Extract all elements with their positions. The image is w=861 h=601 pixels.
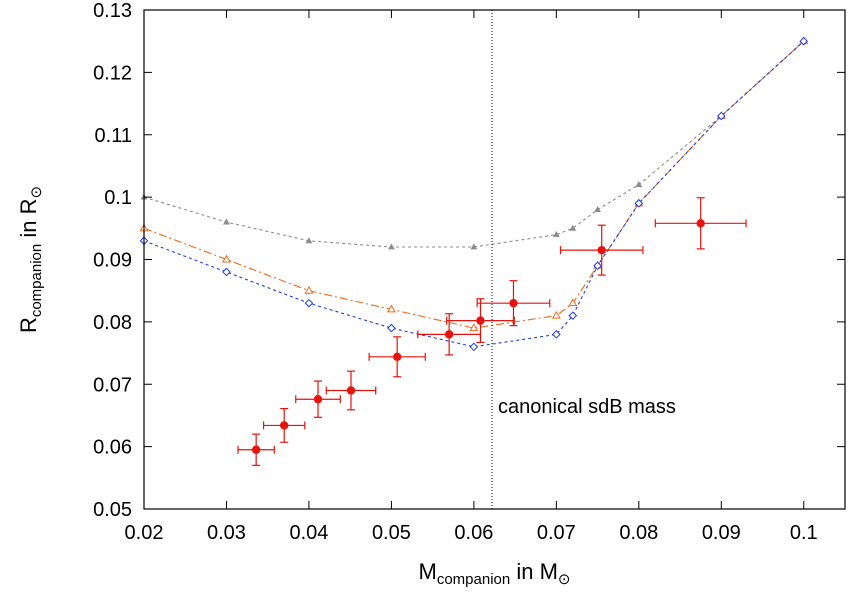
series-0-point [635, 181, 643, 188]
measurement-point [280, 421, 289, 430]
y-axis-label: Rcompanion in R⊙ [16, 186, 45, 333]
x-tick-label: 0.03 [207, 522, 246, 544]
axes-layer [143, 9, 846, 510]
y-tick-label: 0.11 [95, 125, 132, 147]
series-1 [139, 36, 809, 332]
x-axis-label: Mcompanion in M⊙ [419, 559, 571, 588]
measurement-point [597, 245, 606, 255]
measurement-point [696, 219, 705, 228]
series-1-point [304, 285, 314, 294]
series-2-point [634, 199, 644, 208]
x-tick-label: 0.1 [790, 522, 818, 544]
x-axis-label-main: M [419, 559, 437, 584]
y-tick-label: 0.07 [93, 374, 132, 396]
series-2-line [143, 40, 805, 348]
y-tick-label: 0.05 [93, 499, 132, 521]
x-tick-label: 0.02 [125, 522, 164, 544]
series-0-point [223, 218, 230, 225]
x-tick-label: 0.06 [454, 522, 493, 544]
series-1-point [386, 304, 396, 313]
x-tick-label: 0.08 [619, 522, 658, 544]
y-tick-label: 0.1 [104, 187, 132, 209]
measurement-point [444, 330, 454, 339]
annotation-canonical-sdb-mass: canonical sdB mass [498, 396, 676, 418]
measurement-point [251, 445, 261, 454]
series-2-point [716, 111, 726, 121]
series-1-point [222, 254, 231, 263]
series-2-point [552, 330, 561, 339]
series-0-point [305, 237, 313, 244]
x-tick-label: 0.09 [702, 522, 741, 544]
y-axis-label-sub: companion [28, 244, 45, 317]
x-tick-label: 0.04 [289, 522, 328, 544]
series-0-point [470, 243, 478, 250]
series-2-point [469, 342, 479, 352]
series-2-point [387, 323, 396, 333]
measurement-point [313, 395, 323, 404]
series-0-point [388, 243, 395, 250]
y-axis-label-rest: in R [16, 199, 41, 244]
y-tick-label: 0.13 [93, 0, 132, 22]
series-2 [139, 36, 809, 352]
x-tick-label: 0.05 [372, 522, 411, 544]
measurement-point [509, 298, 518, 308]
measurement-point [392, 352, 402, 362]
measurement-point [476, 316, 485, 325]
series-layer [139, 36, 809, 466]
series-0-line [143, 40, 805, 248]
labels-layer: 0.02 0.03 0.04 0.05 0.06 0.07 0.08 0.09 0.1 0.05 0… [16, 0, 818, 588]
x-axis-label-sub: companion [437, 571, 510, 588]
series-2-point [799, 36, 809, 46]
series-0 [140, 37, 808, 250]
y-axis-label-main: R [16, 317, 41, 333]
y-tick-label: 0.09 [93, 250, 132, 272]
series-3 [237, 197, 747, 466]
measurement-point [346, 386, 356, 395]
series-0-point [552, 230, 560, 237]
series-1-point [469, 323, 479, 332]
plot-frame [143, 9, 846, 510]
y-tick-label: 0.08 [93, 312, 132, 334]
series-0-point [569, 224, 577, 231]
series-1-point [551, 310, 561, 319]
series-2-point [304, 298, 314, 308]
series-1-point [568, 298, 578, 307]
x-tick-label: 0.07 [537, 522, 576, 544]
series-2-point [222, 267, 231, 277]
series-1-line [143, 40, 805, 329]
x-axis-label-symbol: ⊙ [558, 571, 571, 588]
x-axis-label-rest: in M [510, 559, 558, 584]
series-0-point [594, 206, 601, 212]
y-tick-label: 0.12 [93, 62, 132, 84]
series-2-point [593, 261, 602, 271]
series-2-point [568, 311, 578, 320]
y-axis-label-symbol: ⊙ [28, 186, 45, 199]
y-tick-label: 0.06 [93, 437, 132, 459]
